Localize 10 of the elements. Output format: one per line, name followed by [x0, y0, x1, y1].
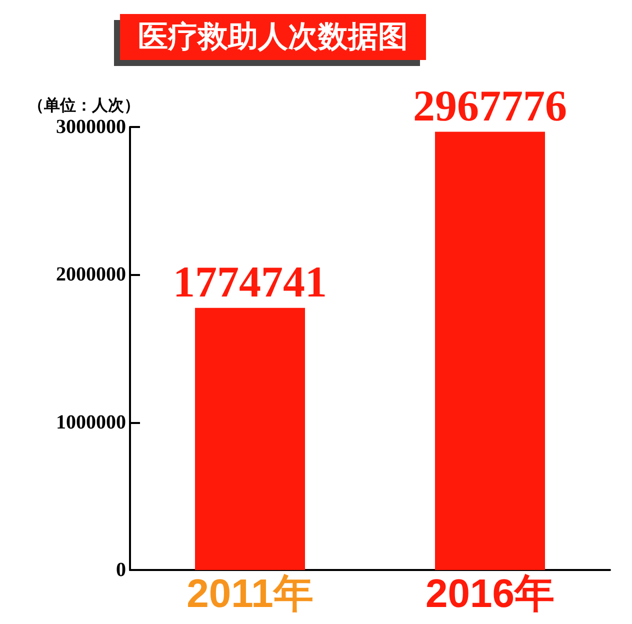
y-tick-label: 3000000: [56, 116, 126, 138]
y-tick-label: 1000000: [56, 411, 126, 434]
x-tick-label: 2011年: [186, 572, 314, 616]
y-tick-label: 0: [116, 559, 126, 581]
data-label: 2967776: [413, 81, 567, 130]
y-tick-label: 2000000: [56, 264, 126, 286]
x-tick-label: 2016年: [426, 572, 554, 616]
chart-title: 医疗救助人次数据图: [138, 20, 408, 54]
data-label: 1774741: [173, 257, 327, 306]
y-axis-title: （单位：人次）: [28, 96, 140, 114]
